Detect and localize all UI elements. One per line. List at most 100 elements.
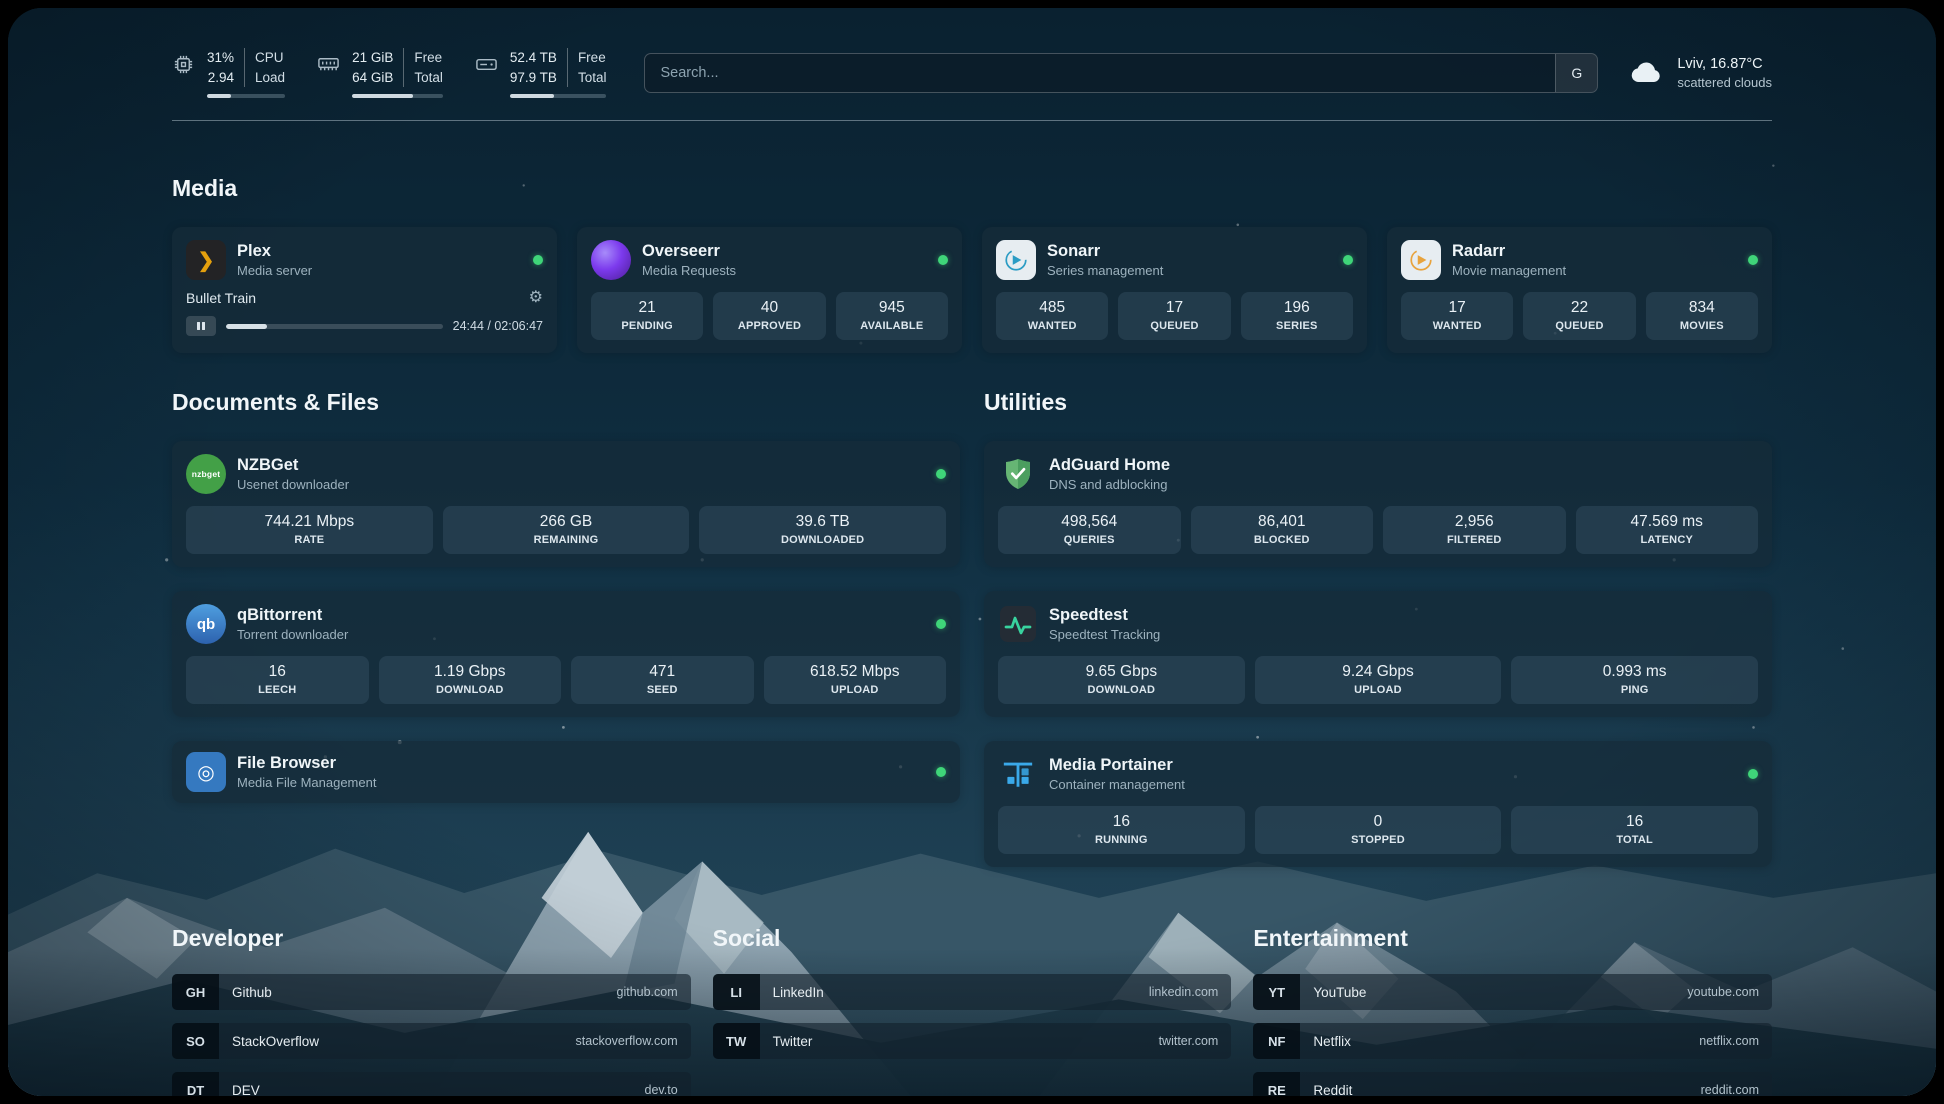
section-title-documents: Documents & Files [172,389,380,416]
stat-download: 9.65 Gbps DOWNLOAD [998,656,1245,705]
memory-total: 64 GiB [352,69,394,85]
radarr-subtitle: Movie management [1452,263,1567,279]
bookmark-url: github.com [616,985,678,1000]
portainer-card[interactable]: Media Portainer Container management 16 R… [984,741,1772,868]
disk-icon [476,58,497,71]
filebrowser-name: File Browser [237,753,337,772]
plex-card[interactable]: ❯ Plex Media server Bullet Train ⚙ [172,227,557,354]
bookmarks-developer: Developer GH Github github.com SO StackO… [172,925,691,1096]
stat-upload: 9.24 Gbps UPLOAD [1254,656,1502,705]
overseerr-name: Overseerr [642,241,720,260]
pause-icon [197,322,205,331]
cpu-percent: 31% [207,50,235,65]
sonarr-card[interactable]: Sonarr Series management 485 WANTED 17 QUE… [982,227,1367,354]
weather-condition: scattered clouds [1677,75,1772,91]
bookmarks-social: Social LI LinkedIn linkedin.com TW Twitt… [712,925,1232,1096]
nzbget-card[interactable]: nzbget NZBGet Usenet downloader 744.21 M… [172,441,960,568]
playback-progress-bar[interactable] [226,323,443,329]
dashboard-screen: 31% 2.94 CPU Load [8,8,1936,1096]
disk-total: 97.9 TB [509,69,557,85]
stat-available: 945 AVAILABLE [835,292,948,341]
header-divider [172,120,1772,122]
speedtest-subtitle: Speedtest Tracking [1049,627,1161,643]
stat-ping: 0.993 ms PING [1511,656,1758,705]
cpu-widget: 31% 2.94 CPU Load [172,48,286,99]
bookmark-abbr: SO [172,1023,219,1060]
bookmark-linkedin[interactable]: LI LinkedIn linkedin.com [712,974,1232,1011]
stat-queries: 498,564 QUERIES [998,506,1181,555]
bookmark-url: twitter.com [1158,1034,1219,1049]
search-bar: G [644,53,1599,94]
speedtest-name: Speedtest [1049,605,1128,624]
stat-running: 16 RUNNING [998,806,1245,855]
plex-name: Plex [237,241,271,260]
bookmark-name: DEV [232,1082,260,1096]
section-title-media: Media [172,175,238,202]
sonarr-icon [996,240,1036,281]
stat-wanted: 17 WANTED [1401,292,1514,341]
radarr-name: Radarr [1452,241,1506,260]
memory-widget: 21 GiB 64 GiB Free Total [317,48,443,99]
bookmark-abbr: TW [712,1023,760,1060]
bookmark-url: dev.to [644,1083,678,1096]
stat-queued: 22 QUEUED [1523,292,1636,341]
stat-series: 196 SERIES [1240,292,1353,341]
stat-downloaded: 39.6 TB DOWNLOADED [699,506,946,555]
cpu-icon [174,55,193,74]
stat-download: 1.19 Gbps DOWNLOAD [378,656,561,705]
stat-stopped: 0 STOPPED [1254,806,1502,855]
overseerr-card[interactable]: Overseerr Media Requests 21 PENDING 40 APP… [577,227,962,354]
bookmark-netflix[interactable]: NF Netflix netflix.com [1253,1023,1772,1060]
overseerr-status-dot [938,255,948,266]
media-cards-row: ❯ Plex Media server Bullet Train ⚙ [172,227,1772,354]
plex-status-dot [533,255,543,266]
memory-free-label: Free [414,50,443,65]
disk-usage-bar [509,94,607,99]
bookmark-twitter[interactable]: TW Twitter twitter.com [712,1023,1232,1060]
bookmark-abbr: RE [1253,1072,1301,1096]
search-provider-button[interactable]: G [1555,54,1598,93]
stat-leech: 16 LEECH [186,656,369,705]
memory-usage-bar [352,94,443,99]
bookmark-name: Github [232,984,272,1000]
adguard-subtitle: DNS and adblocking [1049,477,1168,493]
weather-location: Lviv, 16.87°C [1677,56,1763,73]
filebrowser-card[interactable]: ◎ File Browser Media File Management [172,741,960,804]
disk-free-label: Free [577,50,606,65]
bookmark-github[interactable]: GH Github github.com [172,974,691,1011]
sonarr-status-dot [1343,255,1353,266]
pause-button[interactable] [186,316,216,337]
portainer-icon [998,754,1038,794]
search-input[interactable] [645,65,1556,82]
section-title-entertainment: Entertainment [1253,925,1408,952]
gear-icon[interactable]: ⚙ [528,289,543,307]
bookmark-url: stackoverflow.com [575,1034,678,1049]
stat-filtered: 2,956 FILTERED [1383,506,1566,555]
portainer-status-dot [1748,769,1758,780]
memory-total-label: Total [414,69,443,85]
nzbget-subtitle: Usenet downloader [237,477,350,493]
bookmark-reddit[interactable]: RE Reddit reddit.com [1253,1072,1772,1096]
qbittorrent-card[interactable]: qb qBittorrent Torrent downloader 16 LEEC… [172,591,960,718]
disk-free: 52.4 TB [509,50,557,65]
qbittorrent-subtitle: Torrent downloader [237,627,349,643]
radarr-status-dot [1748,255,1758,266]
bookmark-stackoverflow[interactable]: SO StackOverflow stackoverflow.com [172,1023,691,1060]
adguard-icon [998,454,1038,494]
stat-queued: 17 QUEUED [1118,292,1231,341]
memory-icon [318,58,339,71]
adguard-card[interactable]: AdGuard Home DNS and adblocking 498,564 Q… [984,441,1772,568]
portainer-name: Media Portainer [1049,755,1173,774]
qbittorrent-name: qBittorrent [237,605,323,624]
cpu-usage-bar [207,94,286,99]
plex-subtitle: Media server [237,263,313,279]
weather-widget: Lviv, 16.87°C scattered clouds [1628,55,1772,91]
bookmark-dev[interactable]: DT DEV dev.to [172,1072,691,1096]
bookmark-youtube[interactable]: YT YouTube youtube.com [1253,974,1772,1011]
speedtest-card[interactable]: Speedtest Speedtest Tracking 9.65 Gbps DO… [984,591,1772,718]
stat-pending: 21 PENDING [591,292,704,341]
radarr-icon [1401,240,1441,281]
memory-free: 21 GiB [352,50,394,65]
radarr-card[interactable]: Radarr Movie management 17 WANTED 22 QUEUE… [1387,227,1772,354]
qbittorrent-icon: qb [186,604,226,645]
